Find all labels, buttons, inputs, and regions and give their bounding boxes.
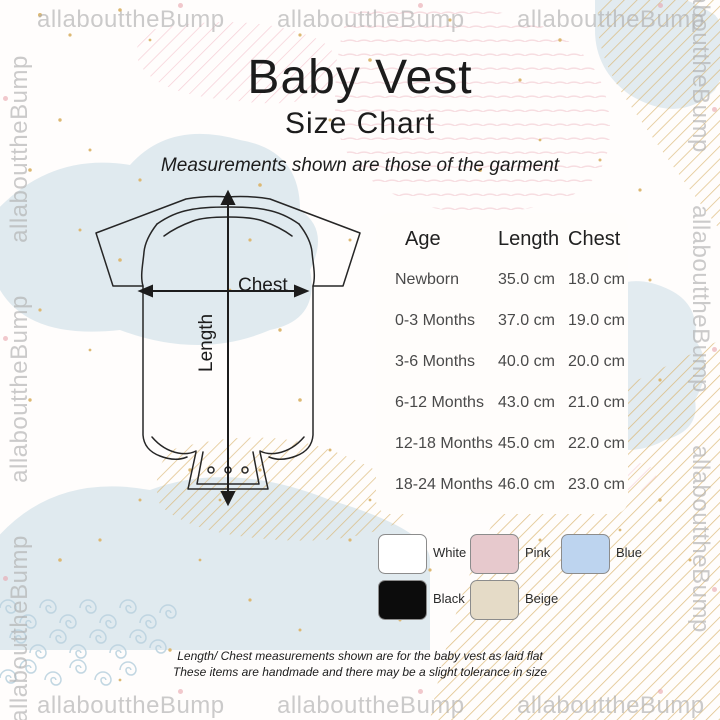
- svg-text:Chest: Chest: [238, 275, 288, 296]
- svg-text:Length: Length: [196, 314, 217, 372]
